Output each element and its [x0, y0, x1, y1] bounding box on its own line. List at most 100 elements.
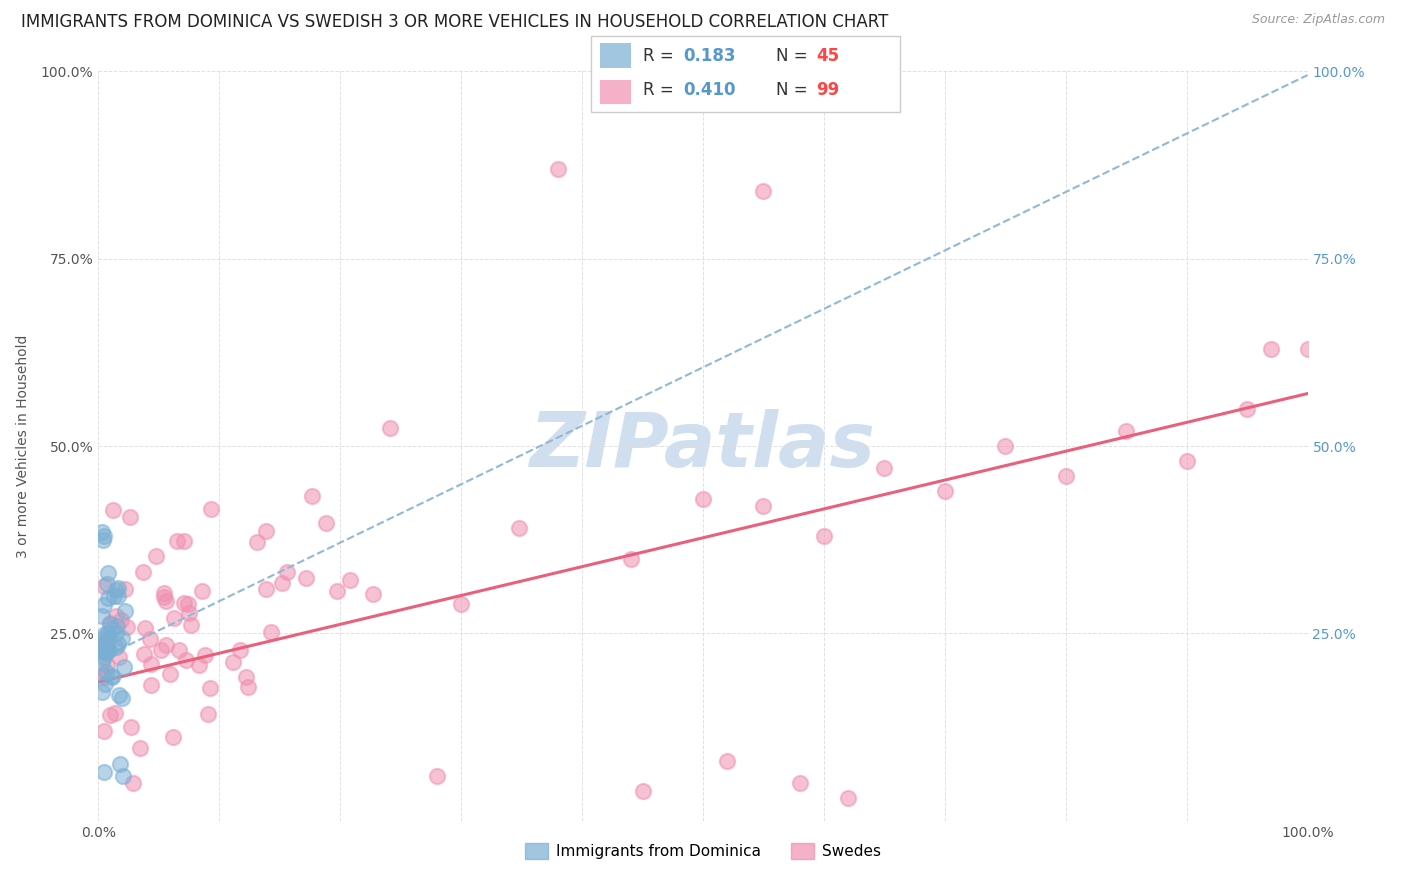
- Point: [107, 637, 129, 651]
- Point: [93, 764, 115, 779]
- Point: [96, 643, 118, 657]
- Point: [91, 637, 114, 651]
- Point: [96, 638, 118, 652]
- Point: [315, 516, 337, 530]
- Point: [93, 579, 115, 593]
- Point: [104, 706, 127, 721]
- Point: [129, 741, 152, 756]
- Point: [96, 576, 118, 591]
- Point: [108, 688, 131, 702]
- Point: [118, 509, 141, 524]
- Point: [94, 665, 117, 680]
- Point: [101, 623, 124, 637]
- Point: [236, 680, 259, 694]
- Point: [187, 657, 209, 672]
- Point: [260, 624, 283, 639]
- Point: [1175, 454, 1198, 468]
- Point: [173, 534, 195, 549]
- Point: [91, 643, 114, 657]
- Point: [93, 529, 115, 543]
- Point: [716, 754, 738, 768]
- Point: [221, 655, 243, 669]
- Point: [108, 649, 131, 664]
- Point: [378, 421, 401, 435]
- Point: [276, 565, 298, 579]
- Point: [107, 589, 129, 603]
- Point: [326, 584, 349, 599]
- Point: [107, 581, 129, 595]
- Point: [361, 587, 384, 601]
- Text: R =: R =: [643, 47, 679, 65]
- Point: [166, 533, 188, 548]
- Text: Source: ZipAtlas.com: Source: ZipAtlas.com: [1251, 13, 1385, 27]
- Point: [235, 670, 257, 684]
- Point: [173, 596, 195, 610]
- Point: [752, 184, 775, 198]
- Text: IMMIGRANTS FROM DOMINICA VS SWEDISH 3 OR MORE VEHICLES IN HOUSEHOLD CORRELATION : IMMIGRANTS FROM DOMINICA VS SWEDISH 3 OR…: [21, 13, 889, 31]
- Legend: Immigrants from Dominica, Swedes: Immigrants from Dominica, Swedes: [519, 838, 887, 865]
- Point: [246, 534, 269, 549]
- Point: [93, 724, 115, 739]
- Point: [98, 616, 121, 631]
- Point: [101, 670, 124, 684]
- Point: [93, 677, 115, 691]
- Point: [94, 645, 117, 659]
- Point: [91, 533, 114, 547]
- Point: [813, 529, 835, 543]
- Point: [200, 681, 222, 695]
- Point: [96, 657, 118, 672]
- Point: [111, 769, 134, 783]
- Text: N =: N =: [776, 47, 813, 65]
- Point: [162, 730, 184, 744]
- Text: 0.183: 0.183: [683, 47, 735, 65]
- Point: [132, 647, 155, 661]
- Point: [94, 645, 117, 659]
- Point: [93, 668, 115, 682]
- Point: [139, 632, 162, 646]
- Point: [1115, 424, 1137, 438]
- Point: [132, 566, 155, 580]
- Point: [97, 625, 120, 640]
- FancyBboxPatch shape: [600, 79, 631, 104]
- Point: [873, 461, 896, 475]
- Point: [96, 642, 118, 657]
- Point: [339, 573, 361, 587]
- Point: [180, 617, 202, 632]
- Point: [103, 589, 125, 603]
- Point: [934, 483, 956, 498]
- Point: [271, 576, 294, 591]
- Point: [105, 640, 128, 655]
- Point: [1054, 469, 1077, 483]
- Text: 45: 45: [817, 47, 839, 65]
- Point: [105, 626, 128, 640]
- Point: [153, 586, 176, 600]
- Point: [547, 161, 569, 176]
- Point: [134, 621, 156, 635]
- Point: [1236, 401, 1258, 416]
- Point: [426, 769, 449, 783]
- Point: [97, 591, 120, 605]
- Point: [100, 708, 122, 723]
- Point: [96, 633, 118, 648]
- Point: [114, 604, 136, 618]
- Point: [112, 660, 135, 674]
- Point: [93, 649, 115, 664]
- Point: [111, 631, 134, 645]
- Point: [197, 707, 219, 722]
- Point: [93, 598, 115, 612]
- Point: [229, 643, 252, 657]
- Point: [254, 524, 277, 539]
- Point: [141, 657, 163, 672]
- Point: [1296, 342, 1319, 356]
- Text: R =: R =: [643, 81, 679, 99]
- Point: [91, 525, 114, 540]
- Point: [120, 720, 142, 734]
- Point: [837, 791, 859, 805]
- Point: [101, 669, 124, 683]
- Point: [163, 610, 186, 624]
- Point: [121, 776, 143, 790]
- Point: [145, 549, 167, 563]
- Point: [98, 642, 121, 657]
- Text: N =: N =: [776, 81, 813, 99]
- Point: [994, 439, 1017, 453]
